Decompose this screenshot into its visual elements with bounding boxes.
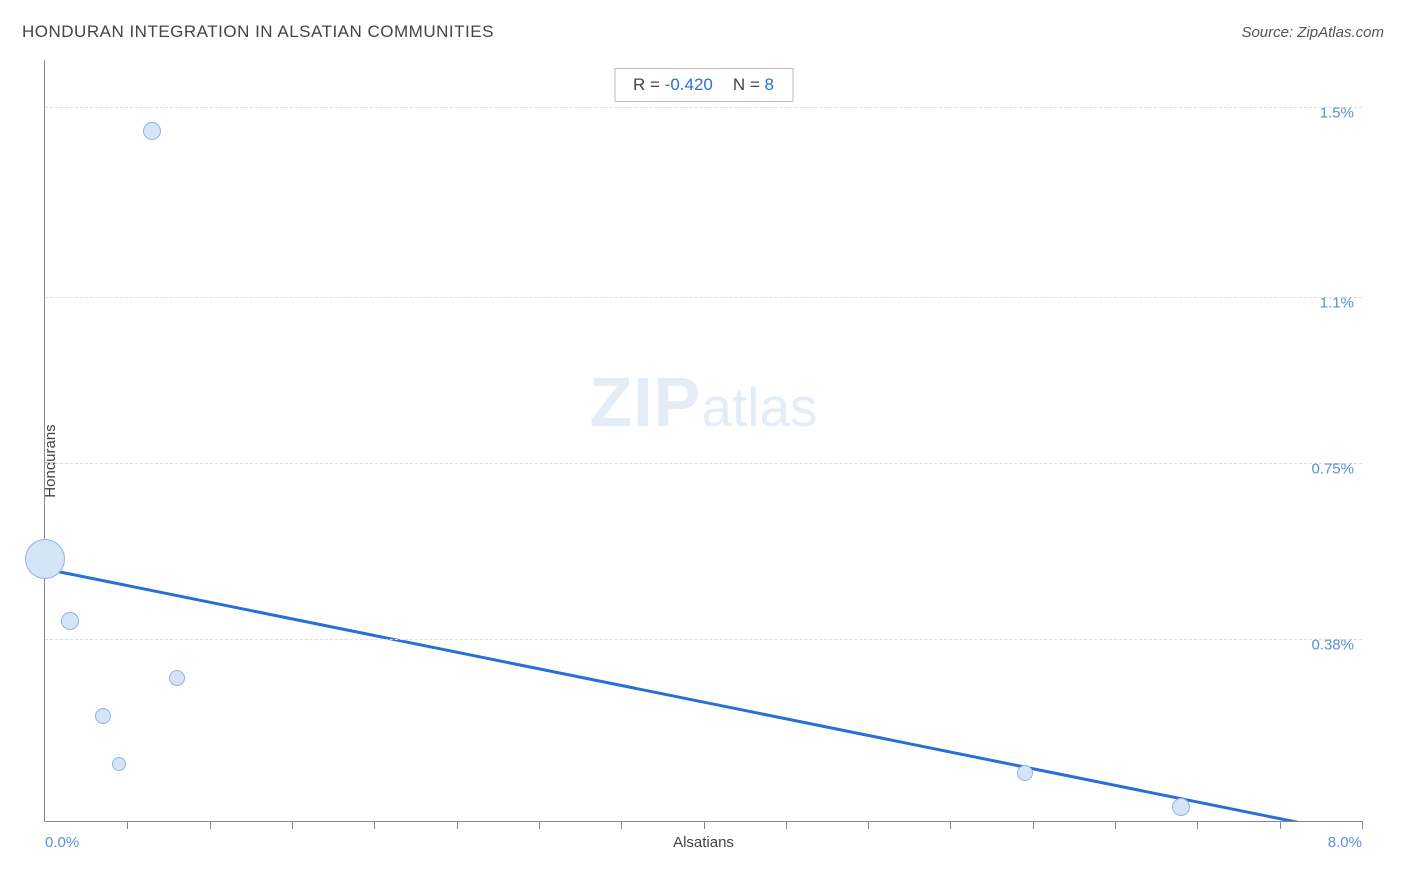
x-axis-min-label: 0.0%	[45, 834, 79, 851]
x-tick	[950, 821, 951, 829]
data-point	[25, 539, 65, 579]
chart-container: Hondurans ZIPatlas R = -0.420 N = 8 0.0%…	[44, 60, 1362, 862]
y-tick-label: 0.38%	[1311, 637, 1354, 654]
x-tick	[539, 821, 540, 829]
stat-n: N = 8	[733, 75, 774, 95]
y-tick-label: 1.1%	[1320, 294, 1354, 311]
stat-n-value: 8	[765, 75, 774, 94]
data-point	[169, 670, 185, 686]
stat-n-label: N =	[733, 75, 760, 94]
x-tick	[127, 821, 128, 829]
x-tick	[1033, 821, 1034, 829]
gridline	[45, 107, 1362, 108]
x-tick	[292, 821, 293, 829]
gridline	[45, 463, 1362, 464]
x-tick	[1362, 821, 1363, 829]
plot-area: ZIPatlas R = -0.420 N = 8 0.0% 8.0% Alsa…	[44, 60, 1362, 822]
x-tick	[210, 821, 211, 829]
watermark-zip: ZIP	[589, 363, 701, 441]
x-tick	[457, 821, 458, 829]
watermark-atlas: atlas	[701, 376, 817, 438]
gridline	[45, 639, 1362, 640]
x-axis-title: Alsatians	[673, 834, 734, 851]
x-tick	[786, 821, 787, 829]
data-point	[1172, 798, 1190, 816]
data-point	[112, 757, 126, 771]
gridline	[45, 297, 1362, 298]
y-tick-label: 0.75%	[1311, 461, 1354, 478]
x-tick	[1197, 821, 1198, 829]
y-tick-label: 1.5%	[1320, 104, 1354, 121]
x-tick	[704, 821, 705, 829]
x-tick	[1280, 821, 1281, 829]
x-tick	[1115, 821, 1116, 829]
data-point	[1017, 765, 1033, 781]
stat-r-value: -0.420	[665, 75, 713, 94]
x-tick	[868, 821, 869, 829]
regression-line	[45, 60, 1362, 821]
stats-box: R = -0.420 N = 8	[614, 68, 793, 102]
x-tick	[374, 821, 375, 829]
data-point	[95, 708, 111, 724]
data-point	[143, 122, 161, 140]
x-axis-max-label: 8.0%	[1328, 834, 1362, 851]
data-point	[61, 612, 79, 630]
stat-r-label: R =	[633, 75, 660, 94]
x-tick	[621, 821, 622, 829]
chart-source: Source: ZipAtlas.com	[1241, 24, 1384, 41]
chart-title: HONDURAN INTEGRATION IN ALSATIAN COMMUNI…	[22, 22, 494, 42]
watermark: ZIPatlas	[589, 362, 817, 442]
stat-r: R = -0.420	[633, 75, 713, 95]
